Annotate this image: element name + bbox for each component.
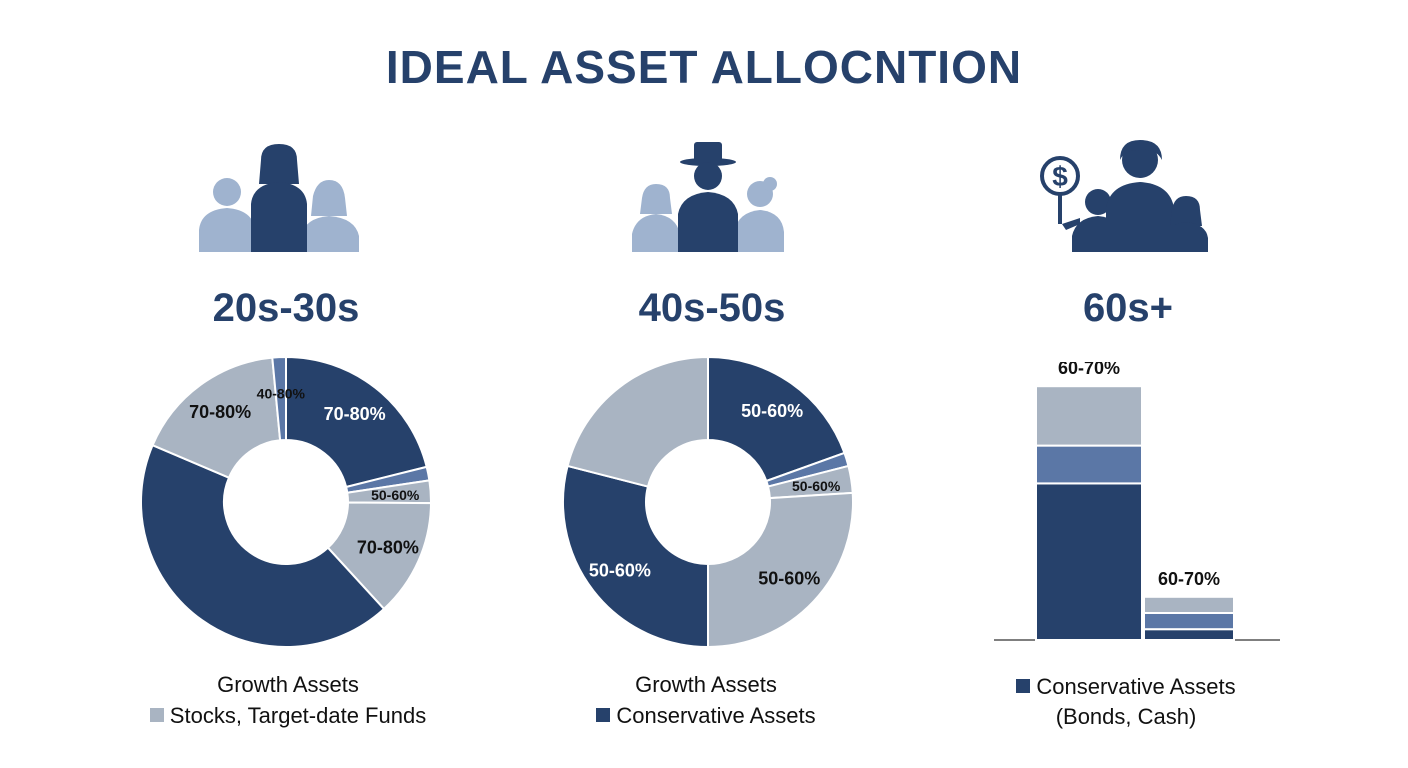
senior-family-icon: $	[1040, 140, 1208, 252]
legend-swatch-dark	[596, 708, 611, 722]
pie-slice	[562, 464, 709, 649]
young-family-icon	[199, 144, 359, 252]
bar-segment	[1035, 444, 1143, 485]
pie-slice	[285, 355, 428, 489]
legend-bonds-cash-label: (Bonds, Cash)	[1055, 704, 1197, 729]
bar-segment	[1143, 628, 1235, 642]
donut-chart-20s-30s: 70-80% 50-60% 70-80% 70-80% 40-80%	[140, 355, 433, 648]
bar-label: 60-70%	[1158, 569, 1220, 589]
slice-label: 50-60%	[589, 560, 651, 580]
legend-conservative-assets-60s: Conservative Assets	[966, 674, 1286, 700]
slice-label: 50-60%	[792, 478, 841, 494]
legend-growth-label: Growth Assets	[217, 672, 359, 697]
bar-segment	[1143, 612, 1235, 631]
pie-slice	[707, 355, 846, 483]
legend-growth-assets-40s: Growth Assets	[546, 672, 866, 698]
slice-label: 70-80%	[357, 537, 419, 557]
slice-label: 70-80%	[324, 404, 386, 424]
slice-label: 70-80%	[189, 402, 251, 422]
donut-chart-40s-50s: 50-60% 50-60% 50-60% 50-60%	[562, 355, 854, 649]
age-label-60s: 60s+	[1082, 286, 1174, 330]
slice-label: 50-60%	[371, 487, 420, 503]
bar-segment	[1143, 595, 1235, 615]
pie-slice	[140, 443, 386, 648]
bar-segment	[1035, 385, 1143, 447]
legend-swatch-light	[149, 708, 164, 722]
slice-label: 40-80%	[257, 386, 306, 402]
legend-bonds-cash: (Bonds, Cash)	[966, 704, 1286, 730]
svg-text:$: $	[1052, 161, 1068, 192]
legend-growth-assets-20s: Growth Assets	[128, 672, 448, 698]
slice-label: 50-60%	[758, 568, 820, 588]
bar-segment	[1035, 482, 1143, 642]
age-label-20s-30s: 20s-30s	[212, 286, 360, 330]
middle-age-family-icon	[632, 142, 784, 252]
page-title: IDEAL ASSET ALLOCNTION	[385, 41, 1023, 93]
pie-slice	[271, 355, 287, 442]
legend-conservative: Conservative Assets	[546, 703, 866, 729]
bar-label: 60-70%	[1058, 362, 1120, 378]
stacked-bar-chart-60s: 60-70% 60-70%	[994, 362, 1280, 642]
age-label-40s-50s: 40s-50s	[638, 286, 786, 330]
pie-slice	[566, 355, 709, 488]
legend-growth-label: Growth Assets	[635, 672, 777, 697]
legend-stocks: Stocks, Target-date Funds	[128, 703, 448, 729]
legend-conservative-label: Conservative Assets	[1036, 674, 1236, 699]
pie-slice	[151, 356, 282, 480]
legend-stocks-label: Stocks, Target-date Funds	[169, 703, 427, 728]
legend-swatch-dark	[1016, 679, 1031, 693]
pie-slice	[707, 491, 854, 649]
legend-conservative-label: Conservative Assets	[616, 703, 816, 728]
slice-label: 50-60%	[741, 401, 803, 421]
